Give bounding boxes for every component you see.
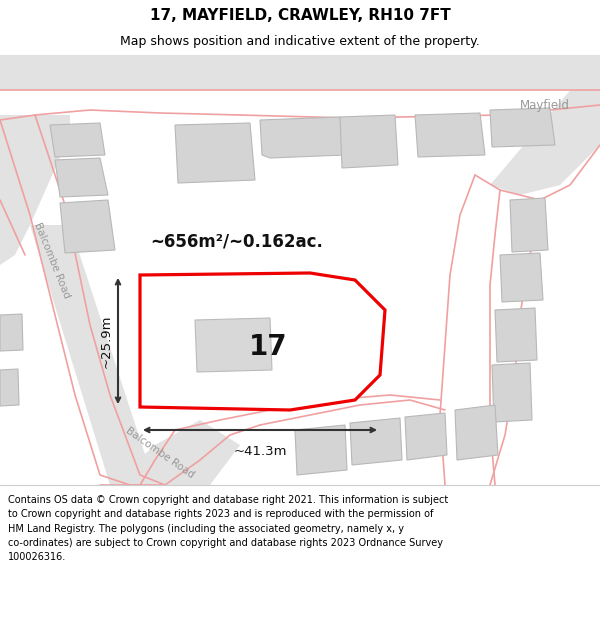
Polygon shape [340, 115, 398, 168]
Polygon shape [510, 198, 548, 252]
Polygon shape [30, 225, 155, 485]
Polygon shape [110, 420, 240, 485]
Text: Mayfield: Mayfield [520, 99, 570, 111]
Text: ~656m²/~0.162ac.: ~656m²/~0.162ac. [150, 232, 323, 250]
Polygon shape [0, 369, 19, 406]
Polygon shape [295, 425, 347, 475]
Polygon shape [175, 123, 255, 183]
Text: 17, MAYFIELD, CRAWLEY, RH10 7FT: 17, MAYFIELD, CRAWLEY, RH10 7FT [149, 8, 451, 23]
Text: Map shows position and indicative extent of the property.: Map shows position and indicative extent… [120, 35, 480, 48]
Polygon shape [350, 418, 402, 465]
Polygon shape [260, 117, 345, 158]
Polygon shape [60, 200, 115, 253]
Text: 17: 17 [248, 333, 287, 361]
Polygon shape [415, 113, 485, 157]
Text: Balcombe Road: Balcombe Road [124, 426, 196, 481]
Polygon shape [490, 55, 600, 195]
Polygon shape [455, 405, 498, 460]
Polygon shape [140, 273, 385, 410]
Polygon shape [195, 318, 272, 372]
Polygon shape [55, 158, 108, 197]
Text: Contains OS data © Crown copyright and database right 2021. This information is : Contains OS data © Crown copyright and d… [8, 495, 448, 562]
Polygon shape [490, 108, 555, 147]
Polygon shape [492, 363, 532, 422]
Polygon shape [0, 115, 50, 265]
Text: ~25.9m: ~25.9m [100, 314, 113, 368]
Polygon shape [405, 413, 447, 460]
Polygon shape [50, 123, 105, 157]
Polygon shape [0, 55, 600, 90]
Polygon shape [0, 314, 23, 351]
Polygon shape [495, 308, 537, 362]
Polygon shape [500, 253, 543, 302]
Text: ~41.3m: ~41.3m [233, 445, 287, 458]
Text: Balcombe Road: Balcombe Road [32, 221, 72, 299]
Polygon shape [0, 115, 70, 225]
